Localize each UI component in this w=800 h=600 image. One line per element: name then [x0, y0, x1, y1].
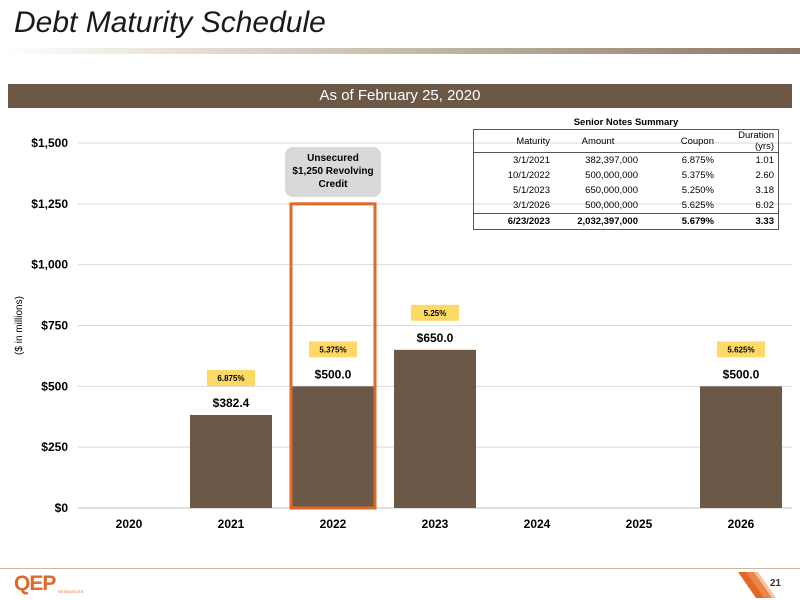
rate-label: 5.25% [424, 309, 447, 318]
footer-divider [0, 568, 800, 569]
x-tick-label: 2024 [524, 517, 551, 531]
cell-amount: 650,000,000 [585, 185, 638, 196]
y-tick-label: $1,000 [31, 258, 68, 272]
total-coupon: 5.679% [642, 213, 718, 230]
x-tick-label: 2021 [218, 517, 245, 531]
table-row: 10/1/2022 500,000,000 5.375% 2.60 [474, 168, 779, 183]
cell-amount: 500,000,000 [585, 170, 638, 181]
cell-maturity: 3/1/2026 [513, 200, 550, 211]
debt-maturity-chart: $0 $250 $500 $750 $1,000 $1,250 $1,500 ($ in mi… [14, 136, 792, 531]
data-label: $500.0 [315, 367, 352, 381]
rate-label: 6.875% [217, 374, 244, 383]
rate-badge [411, 304, 459, 321]
total-amount: 2,032,397,000 [554, 213, 642, 230]
revolving-credit-callout [285, 147, 381, 197]
senior-notes-title: Senior Notes Summary [573, 117, 679, 128]
data-label: $650.0 [417, 331, 454, 345]
page-number: 21 [770, 578, 782, 589]
rate-label: 5.625% [727, 345, 754, 354]
revolving-credit-label: Credit [319, 179, 349, 190]
y-axis-title: ($ in millions) [14, 296, 25, 355]
rate-label: 5.375% [319, 345, 346, 354]
col-header-duration: Duration (yrs) [718, 129, 779, 153]
col-header-coupon: Coupon [642, 129, 718, 153]
total-duration: 3.33 [718, 213, 779, 230]
y-tick-label: $0 [55, 501, 69, 515]
as-of-banner: As of February 25, 2020 [8, 84, 792, 108]
y-tick-label: $500 [41, 379, 68, 393]
revolving-credit-label: Unsecured [307, 153, 359, 164]
x-tick-label: 2023 [422, 517, 449, 531]
logo-subtext: RESOURCES [58, 589, 84, 594]
col-header-maturity: Maturity [473, 129, 554, 153]
revolving-credit-outline [289, 202, 377, 510]
cell-duration: 2.60 [755, 170, 775, 181]
x-tick-label: 2026 [728, 517, 755, 531]
bar [292, 386, 374, 508]
cell-coupon: 5.375% [681, 170, 714, 181]
company-logo: QEP RESOURCES [14, 572, 83, 598]
cell-duration: 6.02 [755, 200, 775, 211]
senior-notes-table: Maturity Amount Coupon Duration (yrs) 3/… [473, 129, 779, 230]
logo-text: QEP [14, 572, 56, 595]
y-tick-label: $250 [41, 440, 68, 454]
bar [700, 386, 782, 508]
cell-maturity: 10/1/2022 [507, 170, 550, 181]
cell-coupon: 5.625% [681, 200, 714, 211]
cell-maturity: 5/1/2023 [513, 185, 550, 196]
rate-badge [717, 341, 765, 358]
table-row: 3/1/2021 382,397,000 6.875% 1.01 [474, 153, 779, 169]
cell-duration: 3.18 [755, 185, 775, 196]
cell-maturity: 3/1/2021 [513, 155, 550, 166]
y-tick-label: $1,500 [31, 136, 68, 150]
cell-duration: 1.01 [755, 155, 775, 166]
cell-amount: 500,000,000 [585, 200, 638, 211]
table-header-row: Maturity Amount Coupon Duration (yrs) [473, 129, 779, 153]
cell-amount: 382,397,000 [585, 155, 638, 166]
senior-notes-summary: Senior Notes Summary Maturity Amount Cou… [473, 116, 779, 230]
cell-coupon: 6.875% [681, 155, 714, 166]
table-total-row: 6/23/2023 2,032,397,000 5.679% 3.33 [473, 213, 779, 230]
rate-badge [207, 369, 255, 386]
data-label: $500.0 [723, 367, 760, 381]
data-label: $382.4 [213, 396, 250, 410]
title-divider [0, 48, 800, 54]
revolving-credit-label: $1,250 Revolving [292, 166, 373, 177]
bar [190, 414, 272, 508]
rate-badge [309, 341, 357, 358]
y-tick-label: $750 [41, 319, 68, 333]
page-title: Debt Maturity Schedule [14, 6, 326, 39]
x-tick-label: 2025 [626, 517, 653, 531]
x-tick-label: 2020 [116, 517, 143, 531]
col-header-amount: Amount [554, 129, 642, 153]
y-tick-label: $1,250 [31, 197, 68, 211]
x-tick-label: 2022 [320, 517, 347, 531]
total-maturity: 6/23/2023 [473, 213, 554, 230]
table-row: 3/1/2026 500,000,000 5.625% 6.02 [474, 198, 779, 214]
table-row: 5/1/2023 650,000,000 5.250% 3.18 [474, 183, 779, 198]
chevron-right-icon [738, 572, 776, 598]
cell-coupon: 5.250% [681, 185, 714, 196]
bar [394, 349, 476, 508]
